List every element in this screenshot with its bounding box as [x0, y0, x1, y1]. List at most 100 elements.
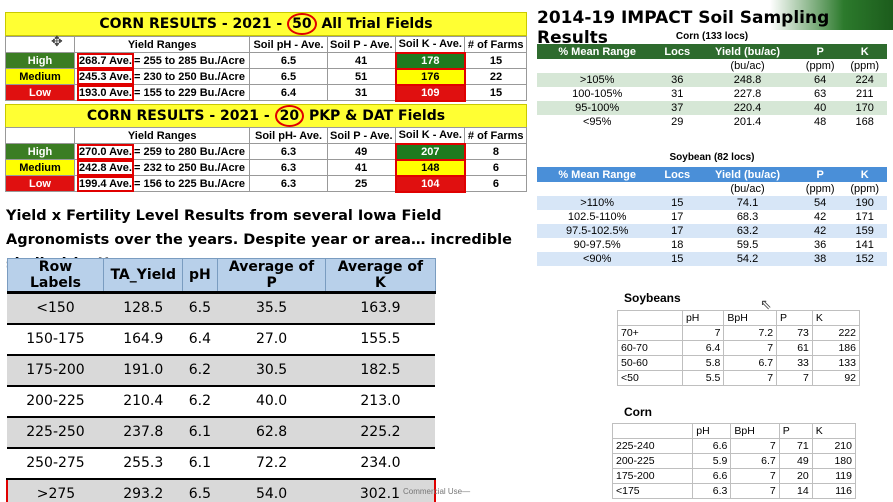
move-cursor-icon: ✥: [51, 33, 63, 49]
impact-row: 95-100% 37 220.4 40 170: [537, 101, 887, 115]
grid-cell: 7: [723, 340, 778, 356]
corn-pkp-count: 20: [274, 105, 305, 127]
farm-count: 6: [464, 159, 527, 176]
yield-range: 270.0 Ave. = 259 to 280 Bu./Acre: [73, 143, 251, 160]
header-row: Yield Ranges Soil pH - Ave. Soil P - Ave. S…: [5, 36, 527, 53]
pivot-column-header: pH: [182, 258, 218, 294]
soil-p: 49: [326, 143, 397, 160]
impact-cell: 68.3: [736, 211, 759, 223]
yield-average: 193.0 Ave.: [76, 84, 134, 101]
impact-cell: >110%: [537, 196, 658, 210]
impact-units-row: (bu/ac) (ppm) (ppm): [537, 59, 887, 73]
pivot-row: 175-200 191.0 6.2 30.5 182.5: [7, 354, 435, 387]
soil-ph: 6.4: [249, 84, 328, 101]
grid-column-header: [611, 423, 694, 439]
pivot-cell: 27.0: [217, 323, 326, 356]
impact-cell: 159: [842, 224, 887, 238]
impact-header-row: % Mean Range Locs Yield (bu/ac) P K: [537, 167, 887, 182]
level-label: Low: [5, 175, 75, 192]
impact-cell: 141: [855, 239, 874, 251]
pivot-cell: 6.2: [182, 354, 218, 387]
corn-pkp-title-suffix: PKP & DAT Fields: [308, 108, 446, 124]
pivot-cell: 6.5: [182, 292, 218, 325]
grid-column-header: K: [811, 310, 861, 326]
soil-k: 178: [394, 51, 466, 70]
grid-cell: 71: [778, 438, 813, 454]
pivot-row: 250-275 255.3 6.1 72.2 234.0: [7, 447, 435, 480]
pivot-cell: 6.5: [182, 477, 218, 502]
impact-soy-table: % Mean Range Locs Yield (bu/ac) P K (bu/ac) (p…: [537, 167, 887, 266]
impact-column-header: P: [797, 167, 843, 182]
impact-cell: 36: [657, 73, 698, 87]
impact-cell: 42: [797, 224, 843, 238]
grid-cell: 5.5: [681, 370, 725, 386]
soil-ph: 6.5: [249, 68, 328, 85]
grid-cell: 70+: [617, 325, 683, 341]
pivot-cell: 6.4: [182, 323, 218, 356]
yield-average: 245.3 Ave.: [76, 68, 134, 85]
farm-count: 22: [464, 68, 527, 85]
grid-cell: 200-225: [611, 453, 694, 469]
farm-count: 15: [464, 52, 527, 69]
yield-range: 245.3 Ave. = 230 to 250 Bu./Acre: [73, 68, 251, 85]
soil-p: 31: [326, 84, 397, 101]
impact-cell: >105%: [537, 73, 658, 87]
pivot-cell: 175-200: [7, 354, 104, 387]
column-header: Soil K - Ave.: [395, 127, 466, 144]
grid-cell: 20: [778, 468, 813, 484]
corn-trial-title-suffix: All Trial Fields: [321, 16, 433, 32]
pivot-cell: 255.3: [103, 447, 183, 480]
corn-pkp-title-text: CORN RESULTS - 2021 -: [86, 108, 270, 124]
impact-soy-subtitle: Soybean (82 locs): [669, 152, 755, 163]
impact-unit: (ppm): [805, 183, 835, 195]
grid-cell: 7: [730, 468, 780, 484]
corn-pkp-table: Yield Ranges Soil pH- Ave. Soil P - Ave. So…: [5, 127, 527, 193]
grid-column-header: P: [776, 310, 813, 326]
grid-cell: 73: [776, 325, 813, 341]
grid-cell: 6.4: [681, 340, 725, 356]
footer-note: Commercial Use—: [403, 487, 471, 496]
grid-cell: 7: [730, 438, 780, 454]
impact-cell: 64: [797, 73, 843, 87]
soil-p: 41: [326, 52, 397, 69]
soil-p: 41: [326, 159, 397, 176]
impact-column-header: P: [797, 44, 843, 59]
yield-average: 270.0 Ave.: [76, 143, 134, 160]
impact-cell: 17: [657, 224, 698, 238]
impact-cell: 102.5-110%: [567, 211, 627, 223]
pivot-cell: 200-225: [7, 385, 104, 418]
grid-column-header: pH: [692, 423, 732, 439]
pivot-cell: 6.1: [182, 447, 218, 480]
pivot-column-header: Average of K: [325, 258, 436, 294]
farm-count: 6: [464, 175, 527, 192]
level-label: Medium: [5, 159, 75, 176]
impact-row: 90-97.5% 18 59.5 36 141: [537, 238, 887, 252]
grid-header-row: pH BpH P K: [617, 310, 861, 326]
pivot-cell: 237.8: [103, 416, 183, 449]
impact-row: >110% 15 74.1 54 190: [537, 196, 887, 210]
pivot-cell: 293.2: [103, 477, 183, 502]
impact-cell: 152: [842, 252, 887, 266]
grid-cell: 116: [811, 483, 857, 499]
impact-cell: 54.2: [697, 252, 798, 266]
impact-cell: 31: [671, 88, 684, 100]
corn-trial-count: 50: [287, 13, 317, 35]
grid-cell: 210: [811, 438, 857, 454]
yield-average: 199.4 Ave.: [76, 175, 134, 192]
impact-cell: <95%: [582, 116, 612, 128]
grid-cell: 6.6: [692, 468, 732, 484]
impact-title: 2014-19 IMPACT Soil Sampling Results: [537, 8, 830, 48]
impact-cell: 54: [797, 196, 843, 210]
soil-ph: 6.5: [249, 52, 328, 69]
pivot-row: <150 128.5 6.5 35.5 163.9: [7, 292, 435, 325]
pointer-cursor-icon: ⇖: [760, 296, 772, 312]
yield-average: 268.7 Ave.: [76, 52, 134, 69]
impact-cell: 100-105%: [572, 88, 623, 100]
grid-cell: 61: [776, 340, 813, 356]
impact-column-header: % Mean Range: [537, 167, 658, 182]
impact-cell: 29: [671, 116, 684, 128]
grid-cell: <175: [611, 483, 694, 499]
column-header: [5, 36, 75, 53]
yield-range-text: = 232 to 250 Bu./Acre: [133, 161, 245, 174]
level-label: High: [5, 143, 75, 160]
